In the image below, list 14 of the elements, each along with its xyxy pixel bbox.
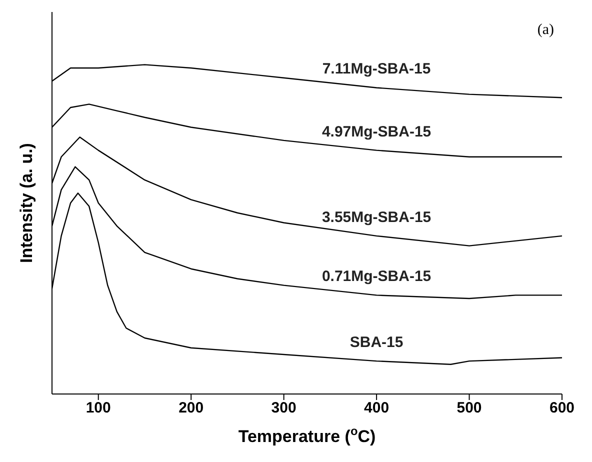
x-tick-label: 500	[456, 400, 482, 417]
x-tick-label: 100	[86, 400, 111, 417]
x-tick-label: 600	[549, 400, 575, 417]
series-label: 7.11Mg-SBA-15	[322, 60, 431, 78]
text: (a)	[537, 22, 554, 39]
y-axis-title: Intensity (a. u.)	[17, 143, 36, 263]
x-tick-label: 300	[271, 400, 296, 417]
series-label: SBA-15	[350, 334, 404, 352]
x-tick-label: 200	[178, 400, 204, 417]
series-label: 0.71Mg-SBA-15	[322, 268, 432, 286]
x-axis-title: Temperature ($^{o}$C)	[238, 424, 376, 446]
series-label: 4.97Mg-SBA-15	[322, 123, 432, 140]
series-label: 3.55Mg-SBA-15	[322, 208, 432, 226]
x-tick-label: 400	[364, 400, 390, 417]
